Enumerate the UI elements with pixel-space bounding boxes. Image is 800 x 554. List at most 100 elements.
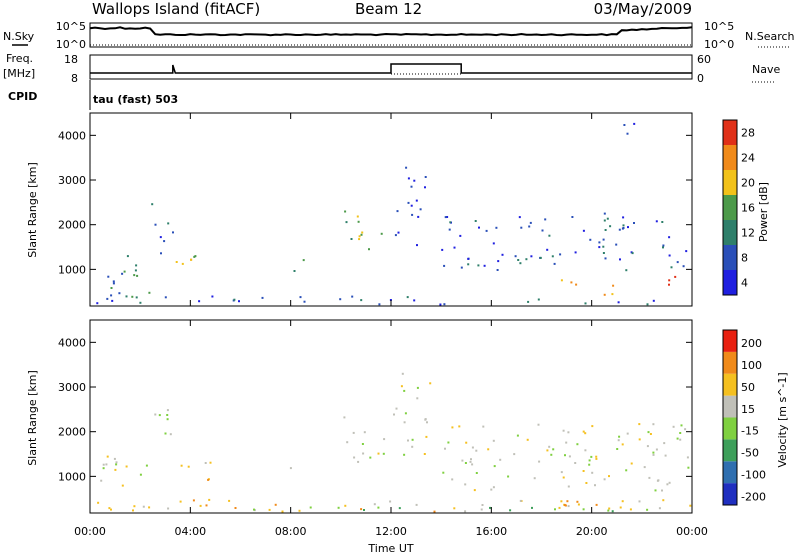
heatmap-cell-156 <box>234 507 237 509</box>
heatmap-cell-133 <box>487 448 490 451</box>
heatmap-cell-195 <box>199 504 202 507</box>
heatmap-cell-181 <box>638 500 641 503</box>
heatmap-cell-20 <box>163 240 166 243</box>
heatmap-cell-147 <box>626 132 629 135</box>
heatmap-cell-61 <box>668 236 671 239</box>
heatmap-cell-163 <box>577 503 580 506</box>
heatmap-cell-177 <box>689 504 692 507</box>
velocity-cbar-tick: 15 <box>741 403 755 416</box>
heatmap-cell-98 <box>622 227 625 229</box>
heatmap-cell-140 <box>668 279 671 282</box>
heatmap-cell-206 <box>253 508 255 511</box>
heatmap-cell-91 <box>469 460 472 463</box>
heatmap-cell-128 <box>682 265 685 268</box>
heatmap-cell-171 <box>339 298 342 301</box>
heatmap-cell-99 <box>446 216 449 218</box>
heatmap-cell-56 <box>407 439 409 442</box>
heatmap-cell-64 <box>661 221 664 223</box>
heatmap-cell-54 <box>401 372 404 375</box>
heatmap-cell-51 <box>424 418 427 421</box>
y-tick-label: 4000 <box>58 129 86 142</box>
heatmap-cell-172 <box>192 499 195 502</box>
x-tick-label: 04:00 <box>174 525 206 538</box>
heatmap-cell-52 <box>407 177 410 180</box>
heatmap-cell-213 <box>337 506 340 509</box>
header-beam: Beam 12 <box>355 0 422 18</box>
freq-left-tick-top: 18 <box>64 53 78 66</box>
heatmap-cell-136 <box>550 453 553 456</box>
velocity-cbar-label: Velocity [m s^-1] <box>776 372 789 467</box>
y-tick-label: 3000 <box>58 174 86 187</box>
heatmap-cell-99 <box>618 435 621 438</box>
heatmap-cell-78 <box>493 465 496 468</box>
heatmap-cell-127 <box>598 241 601 244</box>
heatmap-cell-1 <box>133 274 136 277</box>
heatmap-cell-86 <box>529 221 532 224</box>
heatmap-cell-58 <box>397 231 400 234</box>
heatmap-cell-51 <box>419 208 422 211</box>
heatmap-cell-68 <box>598 246 601 249</box>
heatmap-cell-124 <box>595 457 598 460</box>
heatmap-cell-94 <box>441 248 444 251</box>
heatmap-cell-178 <box>167 507 170 510</box>
heatmap-cell-186 <box>108 507 111 510</box>
freq-label-2: [MHz] <box>3 67 35 80</box>
heatmap-cell-97 <box>647 431 650 434</box>
heatmap-cell-72 <box>478 226 480 229</box>
heatmap-cell-105 <box>551 255 554 258</box>
heatmap-cell-145 <box>622 224 625 227</box>
freq-right-tick-bottom: 0 <box>697 72 704 85</box>
heatmap-cell-143 <box>603 219 606 222</box>
heatmap-cell-93 <box>520 226 523 229</box>
heatmap-cell-89 <box>567 431 570 434</box>
heatmap-cell-150 <box>238 300 240 303</box>
heatmap-cell-180 <box>132 509 134 512</box>
colorbar-segment-3 <box>723 195 737 220</box>
heatmap-cell-211 <box>582 508 585 511</box>
heatmap-cell-134 <box>570 281 573 284</box>
heatmap-cell-154 <box>211 295 214 298</box>
heatmap-cell-80 <box>679 432 682 434</box>
x-tick-label: 20:00 <box>576 525 608 538</box>
heatmap-cell-53 <box>416 386 419 389</box>
heatmap-cell-135 <box>447 441 450 444</box>
heatmap-cell-162 <box>303 300 306 303</box>
heatmap-cell-32 <box>350 238 353 240</box>
heatmap-cell-103 <box>492 242 495 245</box>
heatmap-cell-79 <box>461 459 464 462</box>
heatmap-cell-161 <box>198 300 201 303</box>
heatmap-cell-129 <box>584 449 587 452</box>
heatmap-cell-152 <box>684 428 687 431</box>
velocity-panel-frame <box>89 319 693 514</box>
heatmap-cell-0 <box>114 468 117 471</box>
heatmap-cell-154 <box>585 482 588 484</box>
heatmap-cell-14 <box>102 467 105 470</box>
colorbar-frame <box>722 119 738 296</box>
heatmap-cell-61 <box>652 423 655 426</box>
heatmap-cell-115 <box>465 441 468 444</box>
heatmap-cell-112 <box>495 226 498 229</box>
heatmap-cell-2 <box>115 461 118 464</box>
heatmap-cell-2 <box>126 255 129 258</box>
heatmap-cell-133 <box>575 283 578 286</box>
heatmap-cell-106 <box>602 238 605 241</box>
heatmap-cell-210 <box>489 506 491 509</box>
heatmap-cell-49 <box>405 166 408 169</box>
heatmap-cell-182 <box>433 510 436 513</box>
heatmap-cell-146 <box>623 124 626 126</box>
heatmap-cell-63 <box>670 266 673 269</box>
heatmap-cell-106 <box>574 462 577 464</box>
velocity-axis: 1000 2000 3000 4000 <box>58 336 692 483</box>
x-tick-label: 00:00 <box>74 525 106 538</box>
y-tick-label: 2000 <box>58 219 86 232</box>
x-tick-label: 16:00 <box>475 525 507 538</box>
heatmap-cell-64 <box>537 423 540 426</box>
heatmap-cell-123 <box>471 446 474 449</box>
heatmap-cell-184 <box>110 508 112 511</box>
heatmap-cell-138 <box>612 284 615 287</box>
heatmap-cell-101 <box>602 245 605 248</box>
heatmap-cell-43 <box>403 453 406 456</box>
heatmap-cell-157 <box>629 508 632 511</box>
heatmap-cell-40 <box>358 235 361 238</box>
heatmap-cell-24 <box>204 462 207 464</box>
